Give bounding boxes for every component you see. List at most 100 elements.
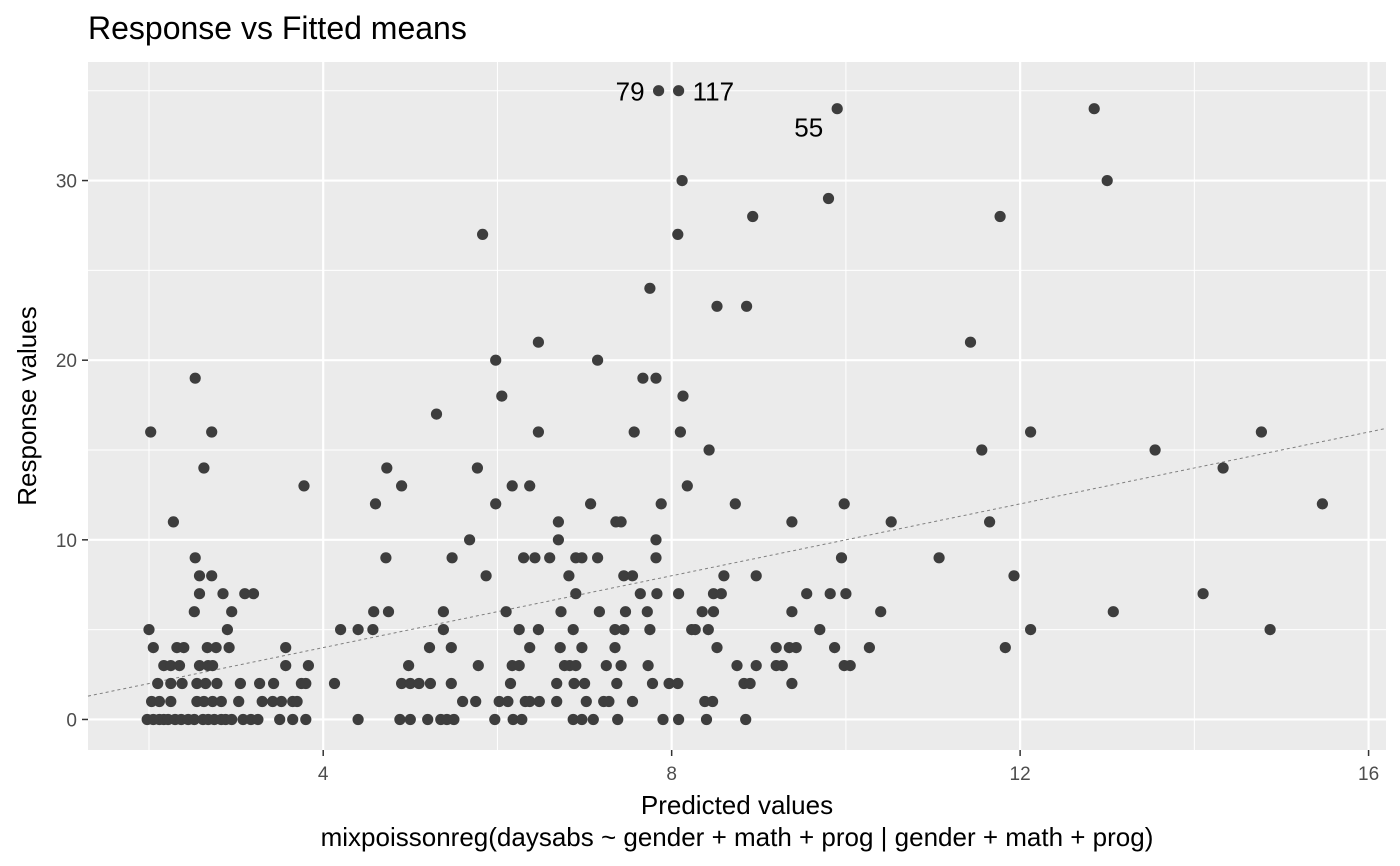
data-point xyxy=(457,695,469,708)
data-point xyxy=(217,588,229,600)
data-point xyxy=(300,713,312,726)
data-point xyxy=(824,588,836,600)
data-point xyxy=(489,713,501,726)
data-point xyxy=(580,695,592,708)
data-point xyxy=(193,570,206,582)
data-point xyxy=(875,606,887,618)
data-point xyxy=(502,695,514,708)
data-point xyxy=(776,660,788,672)
data-point xyxy=(863,642,876,654)
x-tick-label: 16 xyxy=(1358,764,1379,785)
data-point xyxy=(651,588,663,600)
x-tick-label: 8 xyxy=(666,764,677,785)
data-point xyxy=(570,660,582,672)
data-point xyxy=(189,372,201,384)
data-point xyxy=(532,426,545,438)
data-point xyxy=(143,624,155,636)
data-point xyxy=(673,713,685,726)
data-point xyxy=(298,480,310,492)
data-point xyxy=(274,713,286,726)
y-tick-label: 10 xyxy=(56,531,77,552)
point-annotations: 79 117 55 xyxy=(616,77,824,143)
data-point xyxy=(655,498,667,510)
data-point xyxy=(555,606,567,618)
data-point xyxy=(563,570,575,582)
plot-panel xyxy=(88,62,1386,750)
data-point xyxy=(493,695,505,708)
data-point xyxy=(650,372,662,384)
data-point xyxy=(831,103,843,115)
data-point xyxy=(976,444,988,456)
data-point xyxy=(396,677,408,690)
data-point xyxy=(335,624,347,636)
data-point xyxy=(744,677,756,690)
data-point xyxy=(206,426,218,438)
data-point xyxy=(700,713,713,726)
data-point xyxy=(628,426,640,438)
data-point xyxy=(786,677,798,690)
data-point xyxy=(165,677,177,690)
data-points xyxy=(141,85,1328,726)
data-point xyxy=(576,642,588,654)
data-point xyxy=(657,713,669,726)
data-point xyxy=(513,624,525,636)
data-point xyxy=(471,462,483,474)
data-point xyxy=(404,677,416,690)
data-point xyxy=(592,552,604,564)
data-point xyxy=(650,534,662,546)
data-point xyxy=(445,642,457,654)
data-point xyxy=(422,713,434,726)
data-point xyxy=(448,713,460,726)
data-point xyxy=(226,606,238,618)
data-point xyxy=(587,713,599,726)
data-point xyxy=(477,228,489,240)
x-axis-title: Predicted values xyxy=(641,790,833,820)
data-point xyxy=(568,677,580,690)
data-point xyxy=(396,480,408,492)
data-point xyxy=(191,677,203,690)
data-point xyxy=(770,642,782,654)
data-point xyxy=(844,660,856,672)
data-point xyxy=(165,695,177,708)
data-point xyxy=(201,642,213,654)
data-point xyxy=(381,462,393,474)
data-point xyxy=(445,677,457,690)
data-point xyxy=(677,390,689,402)
point-annotation: 117 xyxy=(693,77,734,107)
data-point xyxy=(1088,103,1100,115)
data-point xyxy=(424,677,436,690)
data-point xyxy=(699,695,711,708)
data-point xyxy=(650,552,662,564)
data-point xyxy=(674,426,687,438)
data-point xyxy=(663,677,675,690)
data-point xyxy=(188,606,200,618)
data-point xyxy=(176,677,188,690)
data-point xyxy=(247,588,260,600)
data-point xyxy=(615,660,627,672)
data-point xyxy=(673,588,685,600)
data-point xyxy=(609,642,621,654)
data-point xyxy=(707,606,720,618)
data-point xyxy=(280,660,292,672)
y-tick-label: 20 xyxy=(56,351,77,372)
data-point xyxy=(554,642,566,654)
data-point xyxy=(612,713,624,726)
data-point xyxy=(145,426,157,438)
data-point xyxy=(215,695,227,708)
data-point xyxy=(551,695,563,708)
data-point xyxy=(731,660,743,672)
data-point xyxy=(252,713,264,726)
data-point xyxy=(275,695,287,708)
data-point xyxy=(267,695,279,708)
data-point xyxy=(689,624,701,636)
data-point xyxy=(592,354,604,366)
data-point xyxy=(198,695,210,708)
data-point xyxy=(786,516,798,528)
data-point xyxy=(256,695,268,708)
data-point xyxy=(165,660,177,672)
y-axis-ticks: 0 10 20 30 xyxy=(56,172,88,731)
data-point xyxy=(178,642,190,654)
data-point xyxy=(394,713,406,726)
data-point xyxy=(964,336,977,348)
data-point xyxy=(1025,624,1037,636)
